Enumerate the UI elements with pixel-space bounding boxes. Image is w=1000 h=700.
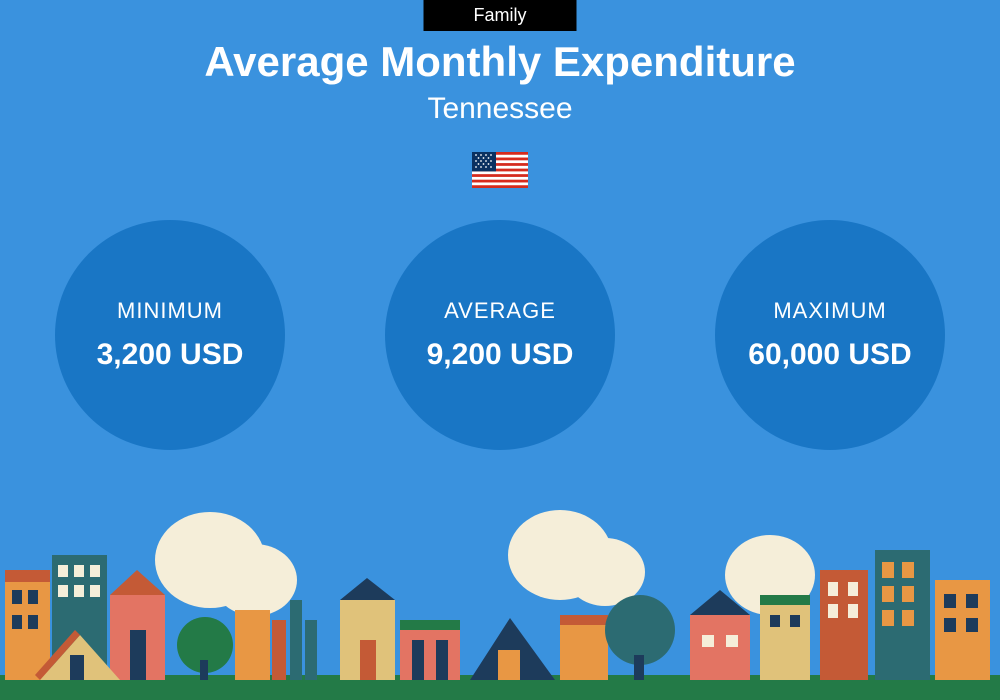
stat-value: 3,200 USD (97, 338, 244, 372)
stat-value: 9,200 USD (427, 338, 574, 372)
stat-label: MINIMUM (117, 298, 223, 324)
page-title: Average Monthly Expenditure (0, 38, 1000, 86)
stat-label: MAXIMUM (773, 298, 886, 324)
page-subtitle: Tennessee (0, 92, 1000, 126)
stat-label: AVERAGE (444, 298, 556, 324)
stats-row: MINIMUM 3,200 USD AVERAGE 9,200 USD MAXI… (0, 220, 1000, 450)
usa-flag-icon (472, 152, 528, 188)
stat-circle-average: AVERAGE 9,200 USD (385, 220, 615, 450)
infographic-canvas: Family Average Monthly Expenditure Tenne… (0, 0, 1000, 700)
cityscape-illustration (0, 500, 1000, 700)
stat-value: 60,000 USD (748, 338, 911, 372)
stat-circle-minimum: MINIMUM 3,200 USD (55, 220, 285, 450)
stat-circle-maximum: MAXIMUM 60,000 USD (715, 220, 945, 450)
category-badge: Family (424, 0, 577, 31)
category-badge-text: Family (474, 5, 527, 25)
